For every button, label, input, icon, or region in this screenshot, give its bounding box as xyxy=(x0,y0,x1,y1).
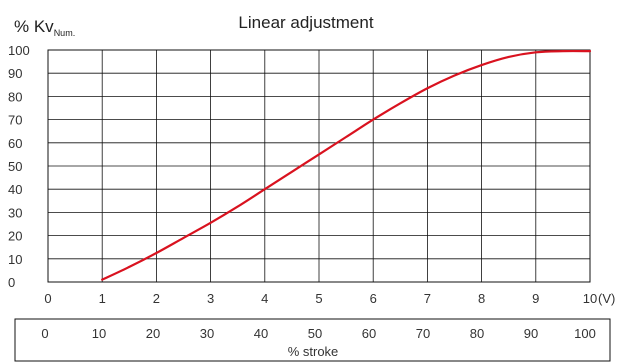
y-tick-label: 50 xyxy=(8,159,22,174)
stroke-tick-label: 70 xyxy=(416,326,430,341)
grid xyxy=(48,49,590,283)
x-tick-label: 9 xyxy=(532,291,539,306)
stroke-scale-box xyxy=(14,318,611,362)
x-unit-label: (V) xyxy=(598,291,615,306)
stroke-tick-label: 60 xyxy=(362,326,376,341)
kv-curve xyxy=(101,49,592,281)
chart-title: Linear adjustment xyxy=(238,13,373,32)
y-axis-label: % KvNum. xyxy=(14,17,75,38)
y-tick-label: 100 xyxy=(8,43,30,58)
stroke-tick-label: 100 xyxy=(574,326,596,341)
y-tick-label: 30 xyxy=(8,205,22,220)
x-tick-label: 2 xyxy=(153,291,160,306)
stroke-tick-label: 50 xyxy=(308,326,322,341)
y-tick-label: 60 xyxy=(8,136,22,151)
y-tick-label: 20 xyxy=(8,229,22,244)
y-tick-label: 80 xyxy=(8,89,22,104)
y-tick-label: 0 xyxy=(8,275,15,290)
x-tick-label: 7 xyxy=(424,291,431,306)
stroke-tick-label: 30 xyxy=(200,326,214,341)
y-tick-label: 40 xyxy=(8,182,22,197)
x-tick-label: 1 xyxy=(99,291,106,306)
y-tick-label: 10 xyxy=(8,252,22,267)
stroke-axis-label: % stroke xyxy=(288,344,339,359)
x-tick-label: 3 xyxy=(207,291,214,306)
x-tick-label: 6 xyxy=(370,291,377,306)
stroke-tick-labels: 0 10 20 30 40 50 60 70 80 90 100 xyxy=(41,326,595,341)
stroke-tick-label: 80 xyxy=(470,326,484,341)
x-tick-label: 4 xyxy=(261,291,268,306)
y-tick-labels: 0 10 20 30 40 50 60 70 80 90 100 xyxy=(8,43,30,290)
plot-frame xyxy=(47,49,591,283)
stroke-tick-label: 90 xyxy=(524,326,538,341)
stroke-tick-label: 0 xyxy=(41,326,48,341)
x-tick-labels: 0 1 2 3 4 5 6 7 8 9 10 xyxy=(44,291,597,306)
stroke-tick-label: 10 xyxy=(92,326,106,341)
data-points xyxy=(102,51,590,280)
x-tick-label: 8 xyxy=(478,291,485,306)
stroke-tick-label: 40 xyxy=(254,326,268,341)
x-tick-label: 10 xyxy=(583,291,597,306)
x-tick-label: 5 xyxy=(315,291,322,306)
y-tick-label: 90 xyxy=(8,66,22,81)
stroke-tick-label: 20 xyxy=(146,326,160,341)
y-tick-label: 70 xyxy=(8,113,22,128)
x-tick-label: 0 xyxy=(44,291,51,306)
